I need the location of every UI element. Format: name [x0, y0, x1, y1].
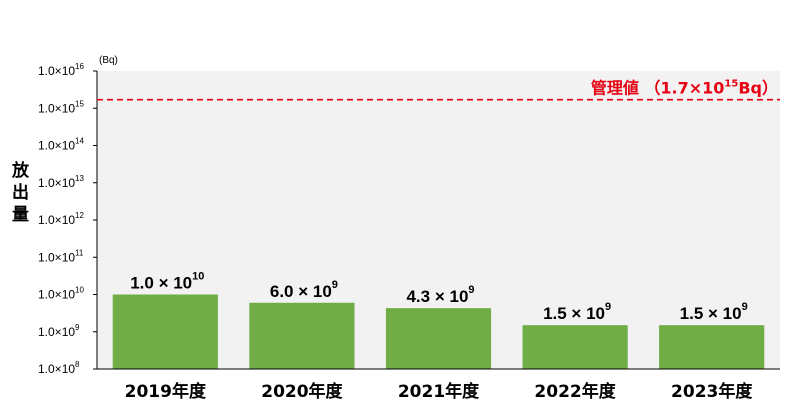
bar — [249, 302, 355, 369]
data-label-mantissa: 1.0 — [130, 274, 154, 293]
data-label-times: × 10 — [294, 282, 332, 301]
bar — [659, 325, 765, 369]
data-label-exp: 9 — [332, 279, 338, 291]
y-tick-label-exp: 11 — [75, 248, 84, 257]
y-tick-label: 1.0×1013 — [38, 174, 84, 190]
data-label-times: × 10 — [703, 304, 741, 323]
y-axis-label-char: 放 — [11, 160, 30, 181]
data-label-times: × 10 — [430, 287, 468, 306]
bar — [385, 308, 492, 369]
data-label-mantissa: 1.5 — [680, 304, 704, 323]
y-tick-label-base: 1.0×10 — [38, 101, 75, 115]
y-tick-label: 1.0×1014 — [38, 137, 84, 153]
data-label: 1.5 × 109 — [543, 301, 611, 323]
data-label: 6.0 × 109 — [270, 279, 338, 301]
y-tick-label-base: 1.0×10 — [38, 250, 75, 264]
management-limit-label-suffix: Bq） — [738, 79, 778, 98]
y-unit-label: (Bq) — [99, 55, 118, 66]
y-tick-label-base: 1.0×10 — [38, 176, 75, 190]
category-labels-group: 2019年度 2020年度 2021年度 2022年度 2023年度 — [125, 381, 754, 402]
data-label-mantissa: 1.5 — [543, 304, 567, 323]
data-label: 1.0 × 1010 — [130, 271, 204, 293]
y-tick-label-exp: 13 — [75, 174, 84, 183]
data-label: 1.5 × 109 — [680, 301, 748, 323]
management-limit-label-prefix: 管理値 （1.7×10 — [591, 79, 725, 98]
data-label-mantissa: 4.3 — [406, 287, 430, 306]
y-tick-label-exp: 14 — [75, 137, 84, 146]
bar — [522, 325, 628, 369]
category-label: 2023年度 — [671, 381, 753, 402]
data-label-exp: 9 — [605, 301, 611, 313]
y-tick-label-base: 1.0×10 — [38, 213, 75, 227]
category-label: 2019年度 — [125, 381, 207, 402]
y-tick-label-base: 1.0×10 — [38, 64, 75, 78]
y-tick-label: 1.0×1010 — [38, 286, 84, 302]
data-label-mantissa: 6.0 — [270, 282, 294, 301]
y-tick-label-base: 1.0×10 — [38, 288, 75, 302]
category-label: 2021年度 — [398, 381, 480, 402]
y-tick-label: 1.0×109 — [38, 323, 80, 339]
bars-group — [112, 294, 765, 369]
management-limit-label-exp: 15 — [724, 79, 738, 90]
data-label-exp: 9 — [742, 301, 748, 313]
y-tick-label-exp: 12 — [75, 211, 84, 220]
y-tick-label-base: 1.0×10 — [38, 139, 75, 153]
management-limit-label: 管理値 （1.7×1015Bq） — [591, 79, 778, 98]
y-ticks-group: 1.0×1081.0×1091.0×10101.0×10111.0×10121.… — [38, 62, 97, 376]
y-axis-label-char: 量 — [12, 204, 29, 225]
y-axis-label-char: 出 — [12, 182, 29, 203]
data-label: 4.3 × 109 — [406, 284, 474, 306]
data-label-times: × 10 — [567, 304, 605, 323]
y-tick-label-exp: 10 — [75, 286, 84, 295]
y-tick-label-exp: 15 — [75, 99, 84, 108]
category-label: 2022年度 — [534, 381, 616, 402]
y-tick-label: 1.0×1015 — [38, 99, 84, 115]
y-tick-label: 1.0×108 — [38, 360, 80, 376]
y-tick-label: 1.0×1012 — [38, 211, 84, 227]
data-label-exp: 9 — [468, 284, 474, 296]
data-label-exp: 10 — [192, 271, 204, 283]
category-label: 2020年度 — [261, 381, 343, 402]
y-axis-label: 放出量 — [11, 160, 30, 225]
y-tick-label: 1.0×1016 — [38, 62, 84, 78]
y-tick-label: 1.0×1011 — [38, 248, 84, 264]
y-tick-label-exp: 9 — [75, 323, 80, 332]
y-tick-label-base: 1.0×10 — [38, 362, 75, 376]
bar — [112, 294, 218, 369]
data-label-times: × 10 — [154, 274, 192, 293]
y-tick-label-exp: 16 — [75, 62, 84, 71]
y-tick-label-exp: 8 — [75, 360, 80, 369]
y-tick-label-base: 1.0×10 — [38, 325, 75, 339]
